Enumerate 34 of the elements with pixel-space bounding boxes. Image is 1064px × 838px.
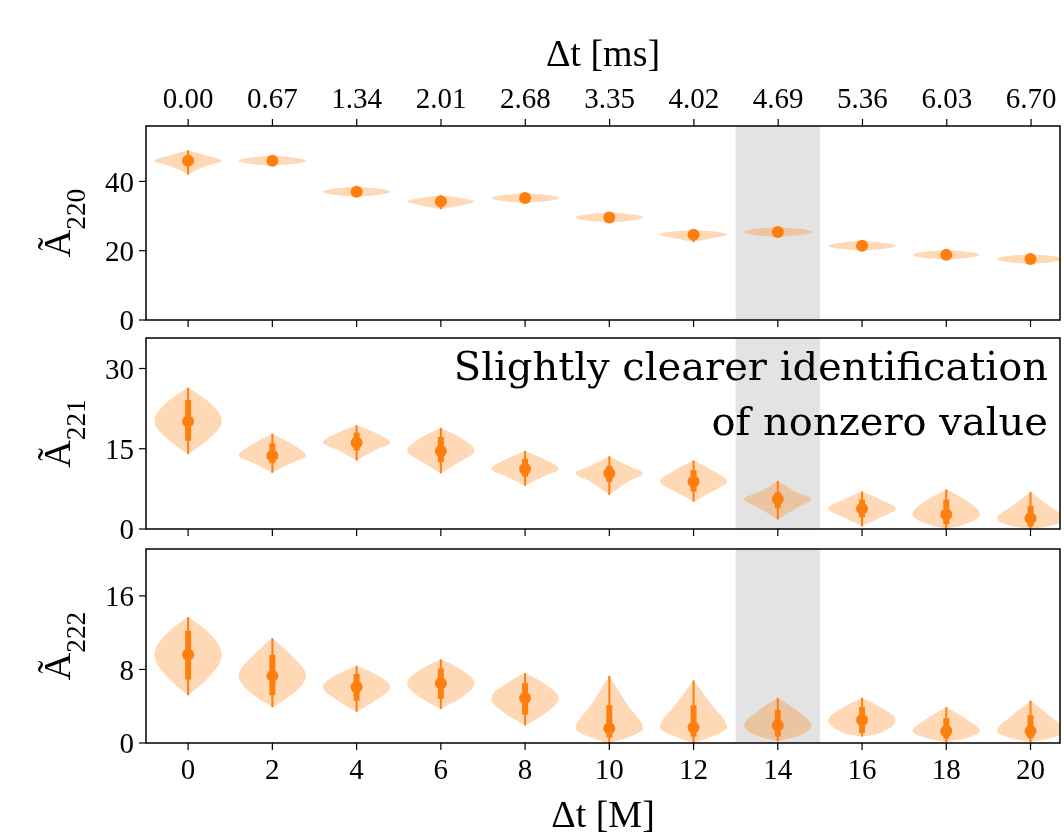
x2-tick-label: 5.36 xyxy=(837,82,888,114)
x-tick-label: 18 xyxy=(931,753,961,785)
x2-tick-label: 3.35 xyxy=(584,82,635,114)
x-tick-label: 12 xyxy=(679,753,709,785)
x-axis-title: Δt [M] xyxy=(551,793,655,835)
x-tick-label: 16 xyxy=(847,753,877,785)
x-tick-label: 0 xyxy=(180,753,196,785)
x-tick-label: 14 xyxy=(763,753,793,785)
annotation: Slightly clearer identification of nonzero value xyxy=(453,343,1048,444)
x2-tick-label: 0.67 xyxy=(247,82,298,114)
x2-tick-label: 0.00 xyxy=(162,82,214,114)
x2-axis-title: Δt [ms] xyxy=(545,32,661,74)
y-tick-label: 8 xyxy=(119,653,134,686)
y-tick-label: 40 xyxy=(105,165,134,198)
x-tick-label: 10 xyxy=(594,753,624,785)
x-tick-label: 6 xyxy=(433,753,449,785)
x-tick-label: 2 xyxy=(265,753,280,785)
x2-tick-label: 2.68 xyxy=(499,82,551,114)
x2-tick-label: 4.02 xyxy=(668,82,720,114)
x2-tick-label: 1.34 xyxy=(331,82,383,114)
x-tick-label: 8 xyxy=(517,753,533,785)
x-tick-label: 4 xyxy=(349,753,365,785)
y-tick-label: 16 xyxy=(105,580,134,613)
y-tick-label: 15 xyxy=(105,432,134,465)
y-tick-label: 0 xyxy=(119,513,134,546)
y-tick-label: 30 xyxy=(105,352,134,385)
y-tick-label: 20 xyxy=(105,234,134,267)
y-tick-label: 0 xyxy=(119,304,134,337)
x2-tick-label: 2.01 xyxy=(415,82,467,114)
x2-tick-label: 4.69 xyxy=(752,82,804,114)
x-tick-label: 20 xyxy=(1016,753,1046,785)
x2-tick-label: 6.03 xyxy=(921,82,973,114)
y-tick-label: 0 xyxy=(119,727,134,760)
x2-tick-label: 6.70 xyxy=(1005,82,1057,114)
